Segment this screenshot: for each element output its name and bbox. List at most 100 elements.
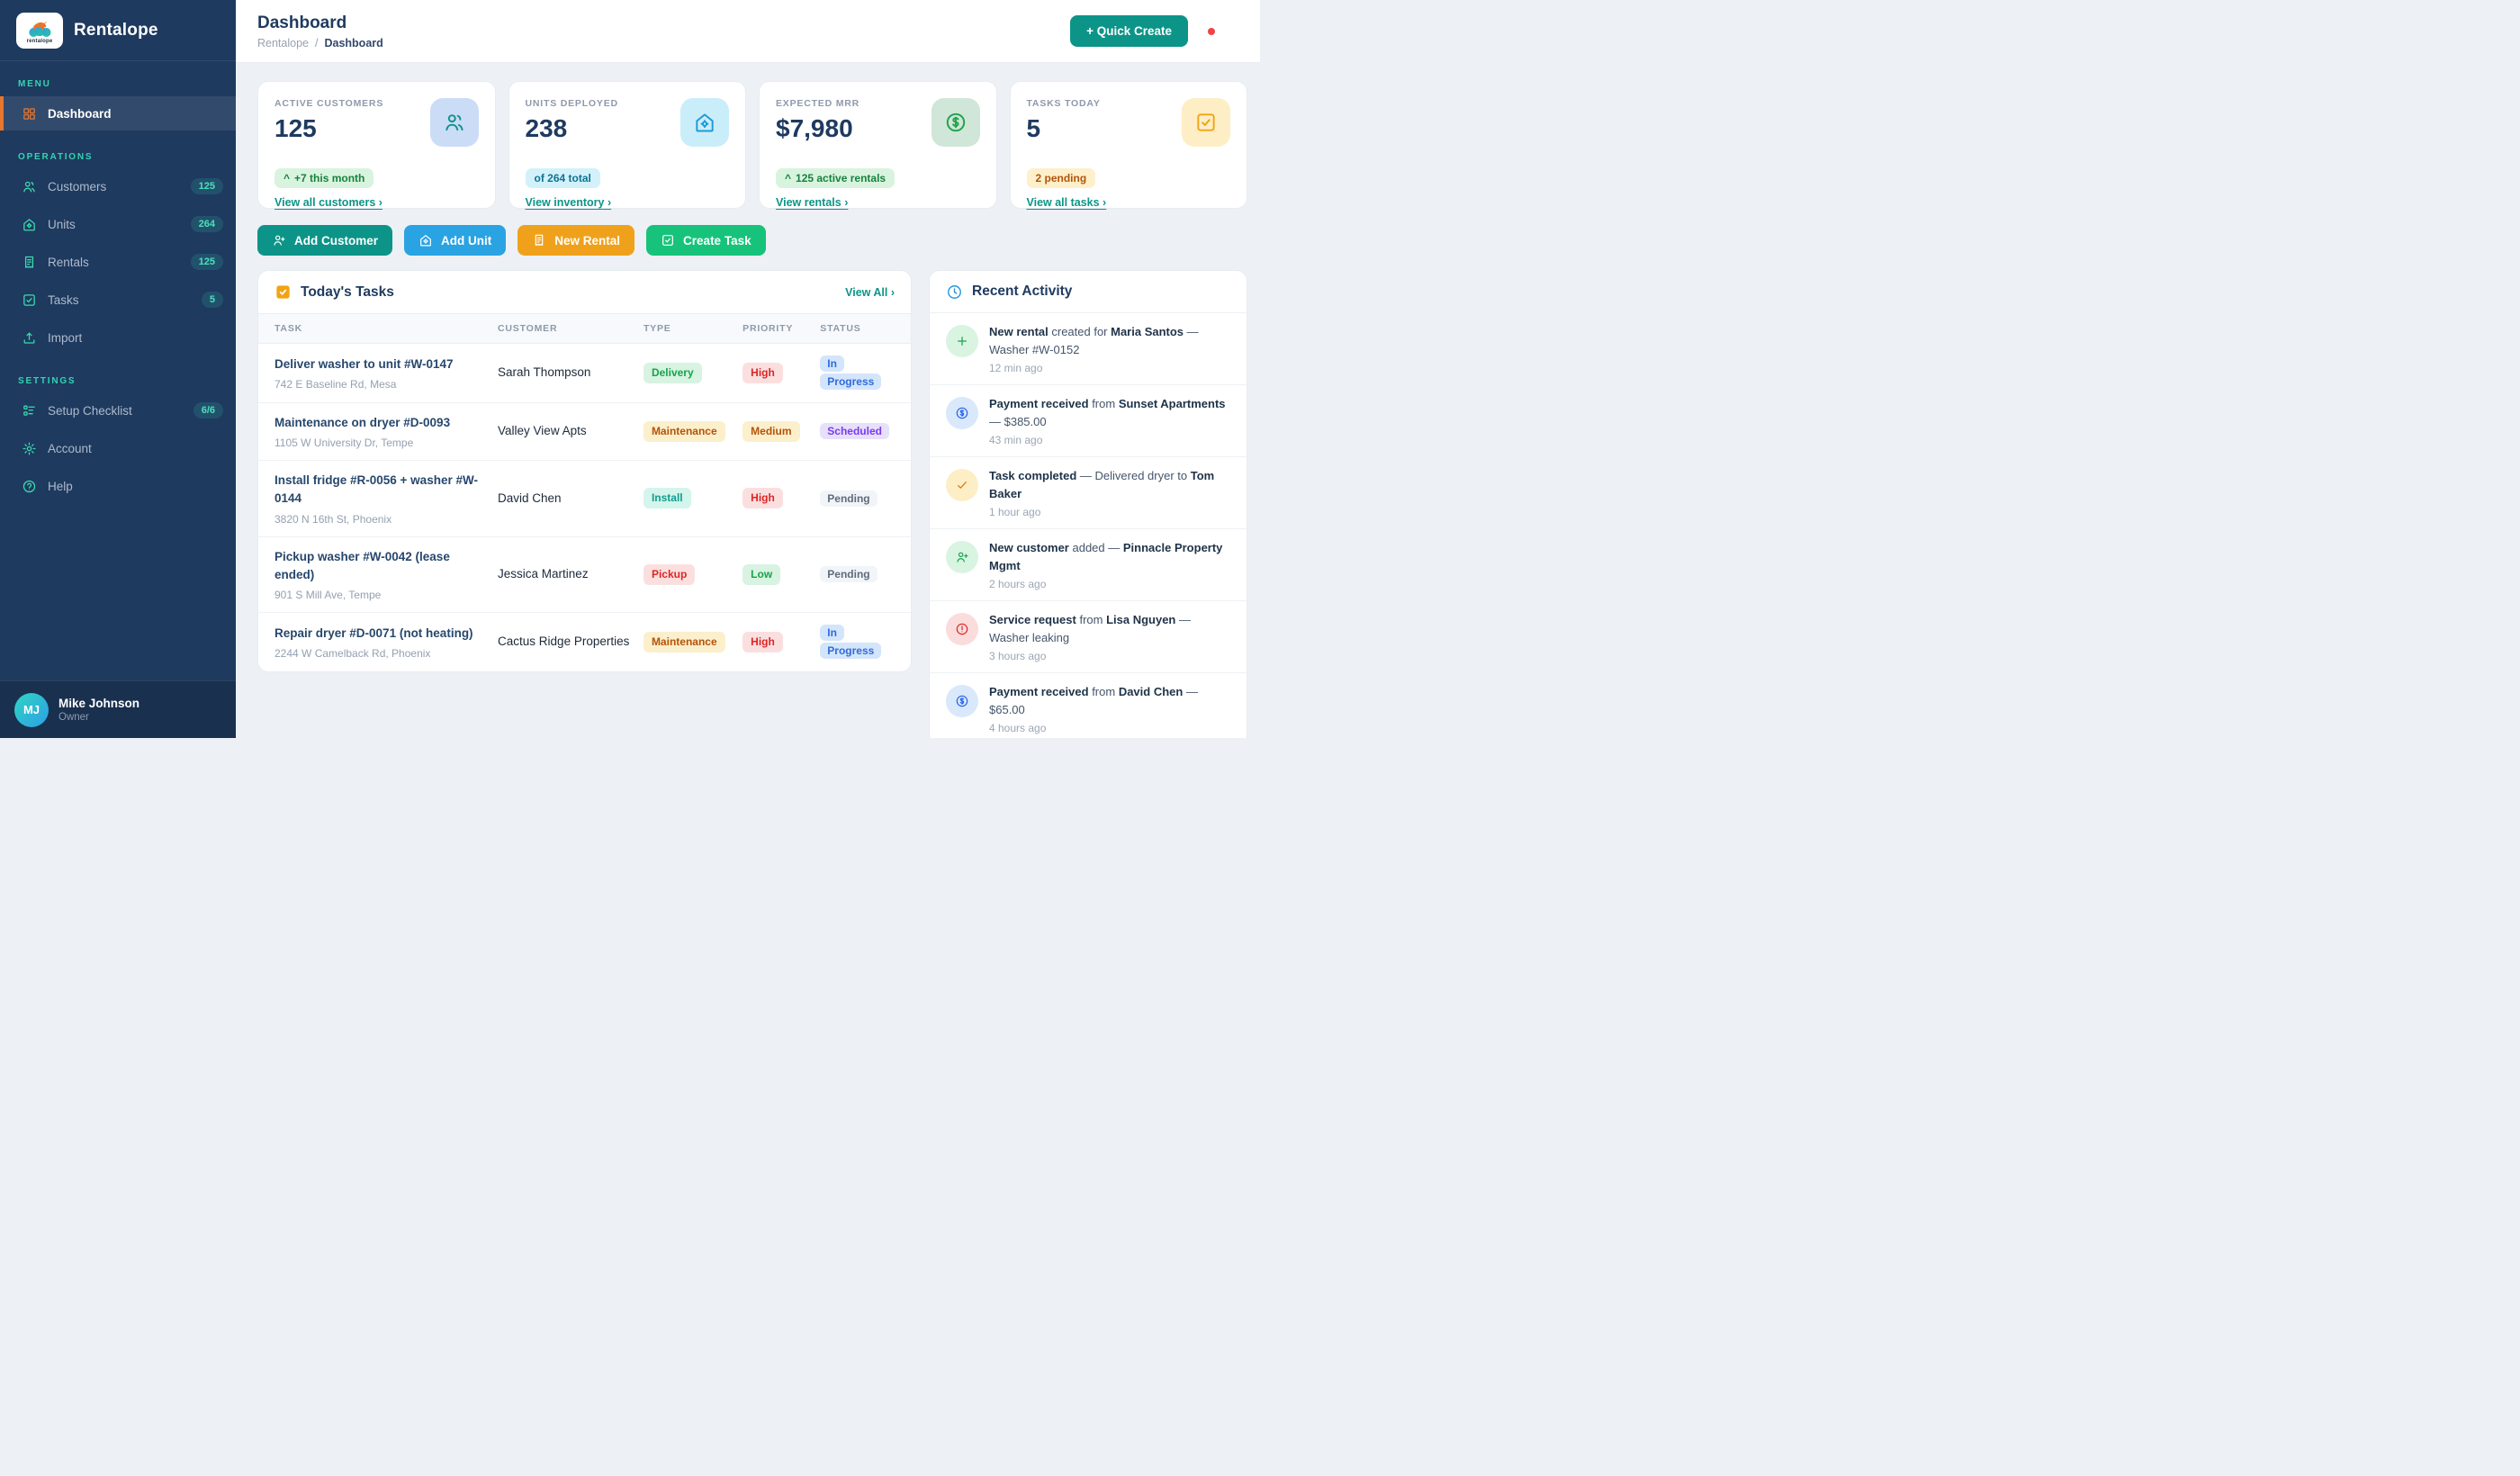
column-header: CUSTOMER: [498, 323, 558, 334]
type-pill: Maintenance: [643, 421, 725, 442]
stat-icon-box: [429, 98, 479, 147]
dollar-circle-icon: [956, 695, 968, 707]
quick-create-button[interactable]: + Quick Create: [1070, 15, 1188, 47]
count-badge: 264: [190, 216, 223, 232]
gear-icon: [22, 441, 36, 455]
tasks-panel-title: Today's Tasks: [301, 284, 394, 300]
quick-actions: Add Customer Add Unit New Rental Create …: [257, 225, 1247, 256]
activity-time: 4 hours ago: [989, 722, 1047, 734]
task-customer: Sarah Thompson: [498, 365, 591, 380]
task-customer: David Chen: [498, 490, 562, 505]
activity-item: Service request from Lisa Nguyen — Washe…: [930, 601, 1246, 673]
main-area: Dashboard Rentalope / Dashboard + Quick …: [236, 0, 1260, 738]
sidebar-item-setup-checklist[interactable]: Setup Checklist 6/6: [0, 393, 236, 428]
sidebar-item-tasks[interactable]: Tasks 5: [0, 283, 236, 317]
sidebar-item-units[interactable]: Units 264: [0, 207, 236, 241]
activity-text: Payment received from Sunset Apartments …: [989, 397, 1226, 428]
sidebar-item-rentals[interactable]: Rentals 125: [0, 245, 236, 279]
activity-item: Payment received from Sunset Apartments …: [930, 385, 1246, 457]
task-address: 2244 W Camelback Rd, Phoenix: [274, 647, 431, 661]
count-badge: 6/6: [193, 402, 223, 418]
add-customer-button[interactable]: Add Customer: [257, 225, 393, 256]
sidebar-item-label: Dashboard: [48, 106, 112, 121]
stat-label: EXPECTED MRR: [776, 98, 860, 109]
breadcrumb-root[interactable]: Rentalope: [257, 36, 309, 50]
notifications-button[interactable]: [1208, 27, 1215, 35]
task-customer: Jessica Martinez: [498, 567, 589, 581]
status-pill: Pending: [820, 566, 878, 583]
section-label: MENU: [18, 79, 51, 89]
new-rental-button[interactable]: New Rental: [518, 225, 635, 256]
priority-pill: High: [742, 488, 783, 509]
count-badge: 125: [190, 178, 223, 194]
breadcrumb-separator: /: [315, 36, 319, 50]
caret-up-icon: ^: [284, 172, 291, 184]
task-address: 742 E Baseline Rd, Mesa: [274, 378, 397, 392]
stat-link[interactable]: View all customers ›: [274, 196, 382, 209]
clock-icon: [946, 284, 963, 301]
sidebar-item-label: Help: [48, 479, 73, 493]
task-row[interactable]: Pickup washer #W-0042 (lease ended) 901 …: [258, 537, 911, 614]
status-pill: Pending: [820, 490, 878, 507]
notification-dot: [1208, 27, 1215, 35]
stat-value: 238: [525, 114, 568, 142]
sidebar-item-account[interactable]: Account: [0, 431, 236, 465]
users-icon: [23, 181, 35, 192]
stat-label: TASKS TODAY: [1026, 98, 1101, 109]
sidebar-item-dashboard[interactable]: Dashboard: [0, 96, 236, 130]
view-all-tasks-link[interactable]: View All ›: [845, 285, 895, 299]
todays-tasks-panel: Today's Tasks View All › TASK CUSTOMER TYP…: [257, 270, 912, 672]
activity-icon-circle: [946, 397, 978, 429]
activity-item: Task completed — Delivered dryer to Tom …: [930, 457, 1246, 529]
stat-trend-pill: 2 pending: [1026, 168, 1096, 188]
activity-text: Payment received from David Chen — $65.0…: [989, 685, 1198, 716]
activity-icon-circle: [946, 541, 978, 573]
help-circle-icon: [22, 480, 36, 492]
type-pill: Pickup: [643, 563, 696, 585]
priority-pill: Low: [742, 563, 781, 585]
stat-link[interactable]: View inventory ›: [525, 196, 612, 209]
sidebar-item-help[interactable]: Help: [0, 469, 236, 503]
add-unit-button[interactable]: Add Unit: [404, 225, 507, 256]
sidebar-item-label: Import: [48, 330, 83, 345]
activity-list: New rental created for Maria Santos — Wa…: [930, 313, 1246, 738]
app-window: rentalope Rentalope MENU Dashboard OPERA…: [0, 0, 1260, 738]
stat-link[interactable]: View rentals ›: [776, 196, 849, 209]
create-task-button[interactable]: Create Task: [646, 225, 766, 256]
stat-trend-pill: ^ +7 this month: [274, 168, 374, 188]
dollar-circle-icon: [946, 112, 965, 132]
check-square-icon: [662, 235, 673, 246]
antelope-cloud-logo-icon: [29, 21, 51, 37]
activity-text: Task completed — Delivered dryer to Tom …: [989, 469, 1215, 500]
stat-icon-box: [680, 98, 729, 147]
task-address: 901 S Mill Ave, Tempe: [274, 589, 382, 602]
user-profile[interactable]: MJ Mike Johnson Owner: [0, 680, 236, 738]
column-header: TASK: [274, 323, 303, 334]
clock-icon: [948, 284, 961, 299]
stat-link[interactable]: View all tasks ›: [1026, 196, 1107, 209]
activity-text: New rental created for Maria Santos — Wa…: [989, 325, 1199, 356]
task-row[interactable]: Install fridge #R-0056 + washer #W-0144 …: [258, 461, 911, 537]
sidebar-item-label: Account: [48, 441, 92, 455]
brand-name: Rentalope: [74, 20, 158, 40]
priority-pill: High: [742, 362, 783, 383]
stat-label: ACTIVE CUSTOMERS: [274, 98, 384, 109]
priority-pill: High: [742, 632, 783, 652]
activity-item: New rental created for Maria Santos — Wa…: [930, 313, 1246, 385]
task-row[interactable]: Deliver washer to unit #W-0147 742 E Bas…: [258, 344, 911, 403]
sidebar-item-import[interactable]: Import: [0, 320, 236, 355]
sidebar-nav: MENU Dashboard OPERATIONS Customers 125 …: [0, 61, 236, 507]
stat-icon-box: [1182, 98, 1230, 147]
activity-text: Service request from Lisa Nguyen — Washe…: [989, 613, 1191, 644]
status-pill: In Progress: [820, 625, 882, 660]
check-square-icon: [23, 293, 35, 306]
task-customer: Cactus Ridge Properties: [498, 634, 630, 649]
task-title: Install fridge #R-0056 + washer #W-0144: [274, 473, 478, 506]
sidebar-item-customers[interactable]: Customers 125: [0, 169, 236, 203]
activity-panel-title: Recent Activity: [972, 284, 1073, 299]
task-row[interactable]: Maintenance on dryer #D-0093 1105 W Univ…: [258, 403, 911, 462]
search-button[interactable]: [1235, 30, 1238, 33]
activity-time: 3 hours ago: [989, 650, 1047, 662]
checklist-icon: [23, 405, 35, 416]
task-row[interactable]: Repair dryer #D-0071 (not heating) 2244 …: [258, 613, 911, 671]
